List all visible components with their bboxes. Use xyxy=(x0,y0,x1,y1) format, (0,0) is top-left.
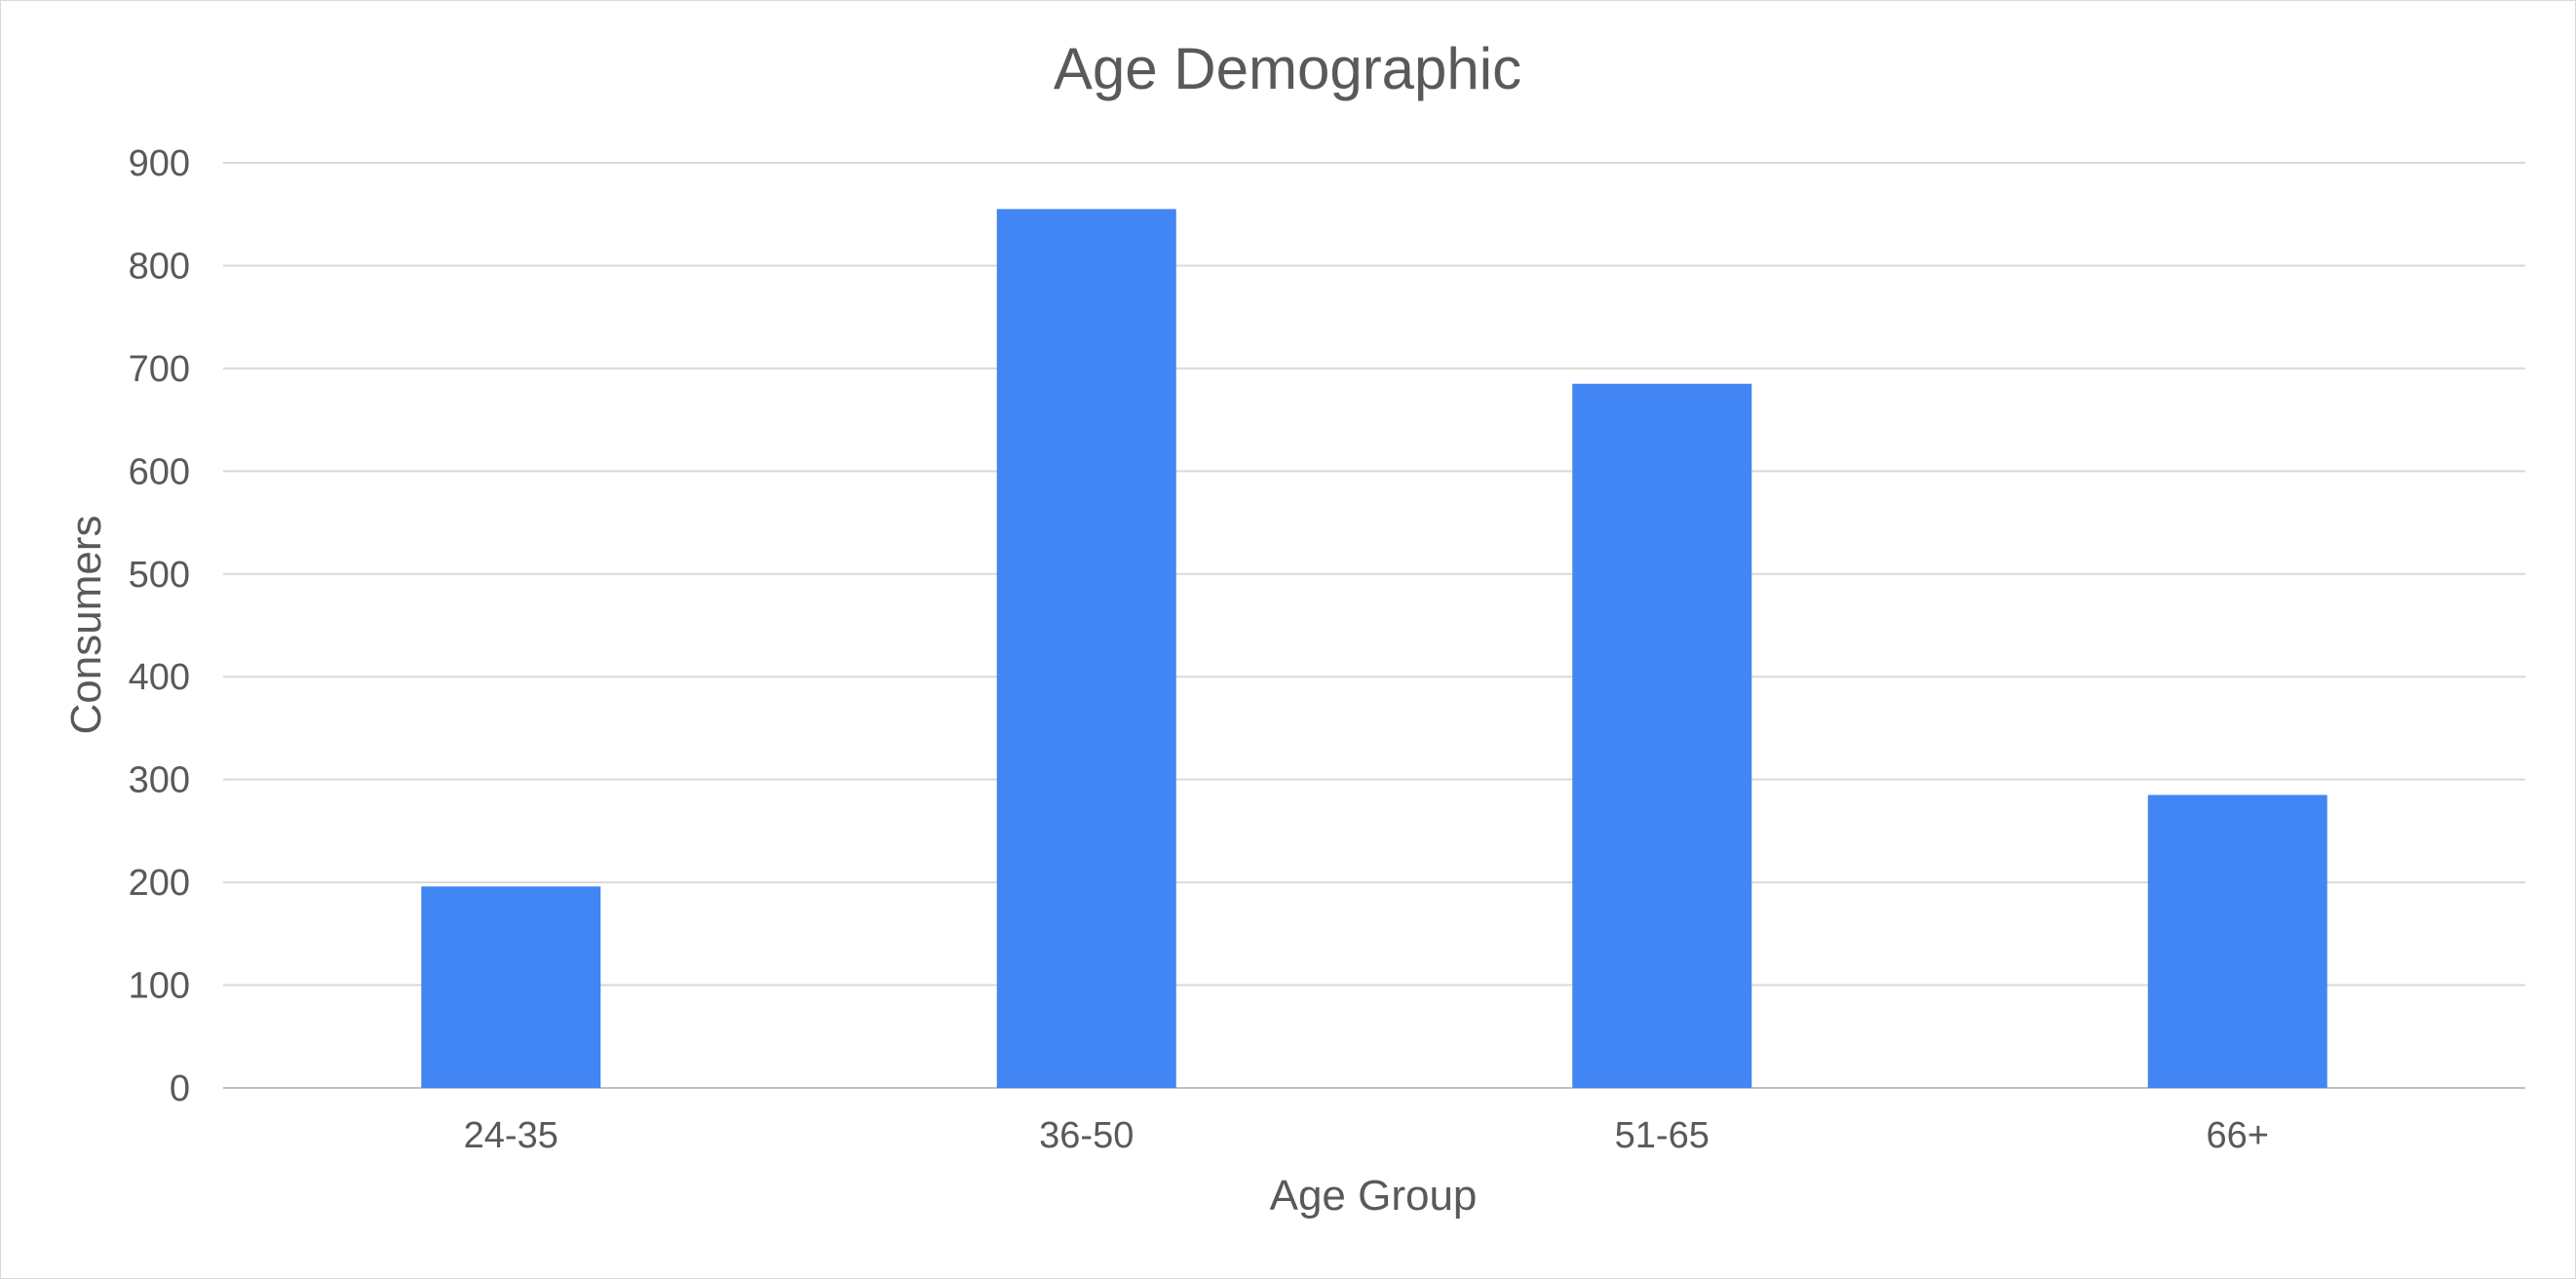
bars xyxy=(421,209,2327,1088)
x-tick-label: 66+ xyxy=(2207,1115,2269,1156)
bar-36-50 xyxy=(996,209,1176,1088)
x-tick-label: 36-50 xyxy=(1039,1115,1134,1156)
x-axis-title: Age Group xyxy=(1270,1172,1478,1220)
y-tick-label: 500 xyxy=(129,555,190,596)
bar-66+ xyxy=(2147,795,2327,1088)
y-tick-label: 0 xyxy=(170,1068,190,1109)
x-axis-ticks: 24-35 36-50 51-65 66+ xyxy=(464,1115,2269,1156)
y-tick-label: 100 xyxy=(129,966,190,1007)
y-tick-label: 300 xyxy=(129,760,190,801)
y-tick-label: 900 xyxy=(129,143,190,184)
y-axis-ticks: 0 100 200 300 400 500 600 700 800 900 xyxy=(129,143,190,1109)
y-tick-label: 400 xyxy=(129,657,190,698)
x-tick-label: 24-35 xyxy=(464,1115,558,1156)
gridlines xyxy=(223,162,2525,1089)
x-tick-label: 51-65 xyxy=(1615,1115,1710,1156)
y-tick-label: 800 xyxy=(129,246,190,287)
bar-24-35 xyxy=(421,886,601,1088)
y-tick-label: 700 xyxy=(129,349,190,390)
y-tick-label: 200 xyxy=(129,863,190,904)
chart-title: Age Demographic xyxy=(1054,36,1521,101)
bar-51-65 xyxy=(1572,383,1752,1088)
y-axis-title: Consumers xyxy=(62,516,110,735)
y-tick-label: 600 xyxy=(129,451,190,492)
